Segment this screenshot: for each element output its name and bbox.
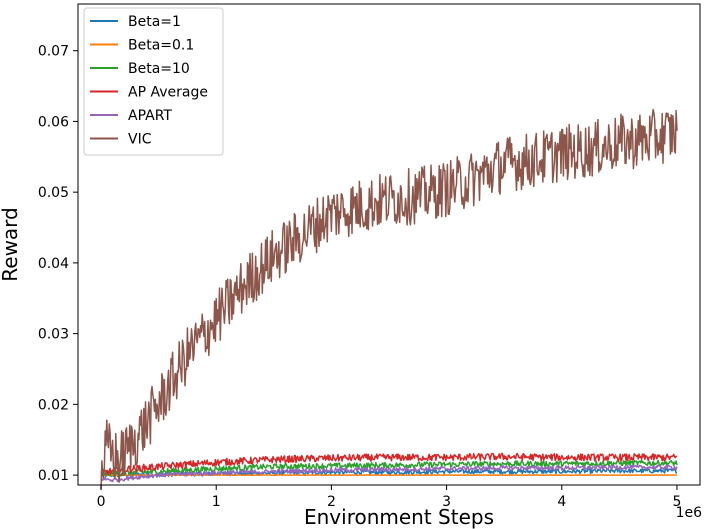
y-tick-label: 0.07 bbox=[38, 44, 69, 60]
legend-label: AP Average bbox=[128, 85, 208, 101]
series-line-apart bbox=[100, 464, 678, 483]
legend-label: Beta=0.1 bbox=[128, 38, 194, 54]
y-axis-title: Reward bbox=[0, 207, 22, 281]
legend-label: Beta=10 bbox=[128, 61, 190, 77]
y-tick-label: 0.03 bbox=[38, 327, 69, 343]
ticks-layer: 0 1 2 3 4 5 0.01 0.02 0.03 0.04 0.05 0.06 0.07 bbox=[38, 44, 682, 510]
x-axis-title: Environment Steps bbox=[304, 505, 494, 529]
legend: Beta=1 Beta=0.1 Beta=10 AP Average APART VIC bbox=[83, 7, 224, 156]
x-tick-label: 0 bbox=[97, 494, 106, 510]
plot-frame bbox=[77, 3, 701, 486]
x-tick-label: 1 bbox=[212, 494, 221, 510]
legend-box bbox=[83, 7, 224, 156]
y-tick-label: 0.02 bbox=[38, 397, 69, 413]
legend-label: APART bbox=[128, 108, 172, 124]
legend-label: VIC bbox=[128, 132, 152, 148]
series-line-beta-10 bbox=[100, 459, 678, 477]
x-tick-label: 4 bbox=[557, 494, 566, 510]
y-tick-label: 0.06 bbox=[38, 114, 69, 130]
series-line-ap-average bbox=[100, 452, 678, 476]
y-tick-label: 0.04 bbox=[38, 256, 69, 272]
y-tick-label: 0.05 bbox=[38, 185, 69, 201]
legend-label: Beta=1 bbox=[128, 14, 181, 30]
y-tick-label: 0.01 bbox=[38, 468, 69, 484]
series-layer bbox=[100, 108, 678, 490]
axes-layer bbox=[77, 3, 701, 486]
x-axis-offset-label: 1e6 bbox=[676, 505, 703, 521]
x-tick-label: 5 bbox=[673, 494, 682, 510]
series-line-vic bbox=[100, 108, 678, 490]
x-tick-label: 2 bbox=[327, 494, 336, 510]
x-tick-label: 3 bbox=[442, 494, 451, 510]
